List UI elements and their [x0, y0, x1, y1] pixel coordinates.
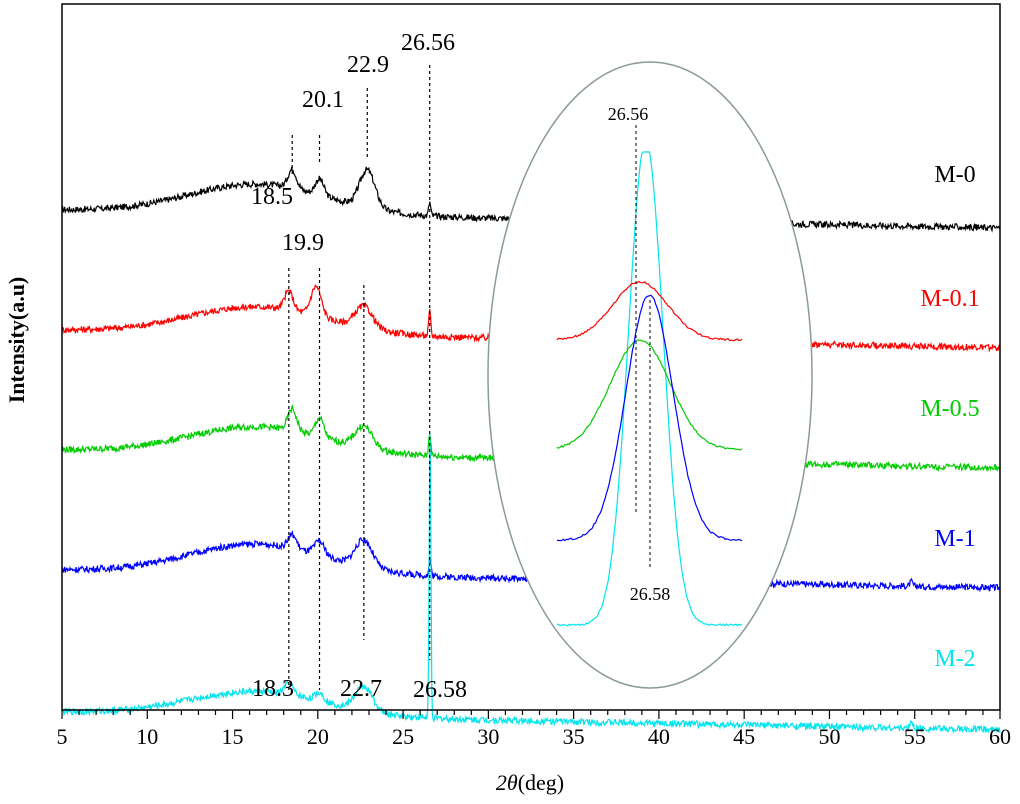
x-tick-label: 40	[648, 724, 670, 749]
x-tick-label: 60	[989, 724, 1011, 749]
x-axis: 5 10 15 20 25 30 35 40 45 50 55 60	[57, 710, 1011, 749]
x-tick-label: 50	[818, 724, 840, 749]
x-tick-label: 35	[563, 724, 585, 749]
x-tick-label: 25	[392, 724, 414, 749]
x-tick-label: 30	[477, 724, 499, 749]
series-label-m-2: M-2	[934, 646, 975, 672]
x-tick-label: 45	[733, 724, 755, 749]
inset-line-m-0.1	[556, 280, 743, 342]
peak-annotation: 19.9	[282, 230, 324, 256]
peak-annotation: 22.7	[340, 676, 382, 702]
x-tick-label: 55	[904, 724, 926, 749]
inset-line-m-1	[556, 294, 743, 542]
series-label-m-1: M-1	[934, 526, 975, 552]
peak-annotation: 18.5	[251, 184, 293, 210]
plot-border	[61, 3, 1001, 711]
series-line-m-2	[61, 432, 1001, 734]
y-axis-label: Intensity(a.u)	[4, 277, 29, 404]
peak-annotation: 26.58	[413, 677, 467, 703]
x-tick-label: 5	[57, 724, 68, 749]
inset-label-top: 26.56	[608, 104, 649, 124]
series-label-m-0.5: M-0.5	[920, 396, 979, 422]
peak-annotation: 18.3	[252, 676, 294, 702]
x-axis-label: 2θ(deg)	[496, 770, 564, 795]
plot-frame	[61, 3, 1001, 711]
inset-label-bottom: 26.58	[630, 584, 671, 604]
x-tick-label: 10	[136, 724, 158, 749]
inset-line-m-2	[556, 151, 743, 627]
x-tick-label: 20	[307, 724, 329, 749]
peak-annotation: 20.1	[302, 87, 344, 113]
series-label-m-0.1: M-0.1	[920, 286, 979, 312]
zoom-inset: 26.56 26.58	[487, 61, 813, 689]
chart-labels: 26.56 22.920.1 18.5 19.9 18.3 22.7 26.58 M-0 M-0…	[251, 30, 980, 703]
peak-annotation: 22.9	[347, 52, 389, 78]
series-label-m-0: M-0	[934, 162, 975, 188]
peak-annotation: 26.56	[401, 30, 455, 56]
x-tick-label: 15	[222, 724, 244, 749]
annotation-guides	[288, 65, 431, 690]
inset-line-m-0.5	[556, 339, 743, 451]
